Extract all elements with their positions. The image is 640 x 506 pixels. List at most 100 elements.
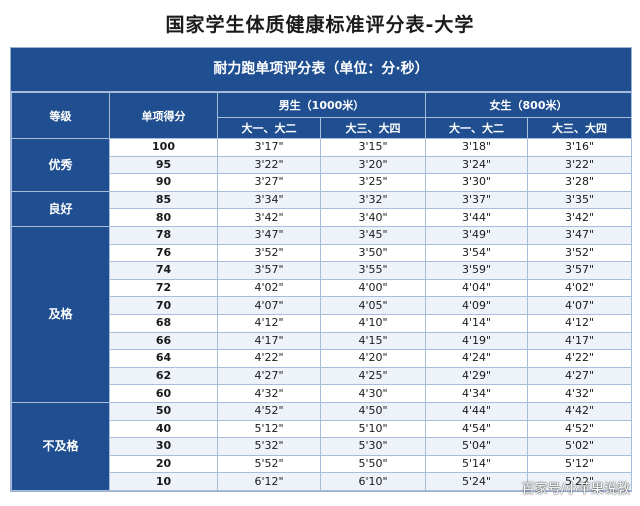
header-row-2: 大一、大二 大三、大四 大一、大二 大三、大四 <box>12 117 632 139</box>
table-row: 30 5'32" 5'30" 5'04" 5'02" <box>12 437 632 456</box>
table-row: 70 4'07" 4'05" 4'09" 4'07" <box>12 296 632 315</box>
male-year12-cell: 4'32" <box>217 384 321 403</box>
male-year12-cell: 4'02" <box>217 278 321 298</box>
female-year12-cell: 3'37" <box>425 190 528 210</box>
female-year12-cell: 3'18" <box>425 138 528 157</box>
male-year12-cell: 4'17" <box>217 331 321 351</box>
male-year34-cell: 5'50" <box>320 454 426 474</box>
score-cell: 40 <box>109 419 218 439</box>
female-year34-cell: 4'07" <box>527 296 632 315</box>
score-cell: 68 <box>109 313 218 333</box>
table-row: 40 5'12" 5'10" 4'54" 4'52" <box>12 419 632 439</box>
female-year34-cell: 3'47" <box>527 225 632 245</box>
female-year34-cell: 3'22" <box>527 155 632 175</box>
header-male: 男生（1000米） <box>217 92 426 118</box>
male-year12-cell: 5'32" <box>217 437 321 456</box>
table-row: 74 3'57" 3'55" 3'59" 3'57" <box>12 261 632 280</box>
male-year12-cell: 4'12" <box>217 313 321 333</box>
male-year12-cell: 5'52" <box>217 454 321 474</box>
male-year34-cell: 5'10" <box>320 419 426 439</box>
page-title: 国家学生体质健康标准评分表-大学 <box>165 14 475 36</box>
female-year12-cell: 3'44" <box>425 208 528 227</box>
male-year12-cell: 6'12" <box>217 472 321 491</box>
male-year34-cell: 5'30" <box>320 437 426 456</box>
female-year12-cell: 4'04" <box>425 278 528 298</box>
male-year34-cell: 3'50" <box>320 243 426 263</box>
score-cell: 64 <box>109 349 218 368</box>
female-year34-cell: 5'22" <box>527 472 632 491</box>
female-year12-cell: 4'29" <box>425 366 528 386</box>
female-year34-cell: 4'02" <box>527 278 632 298</box>
female-year34-cell: 4'17" <box>527 331 632 351</box>
female-year34-cell: 3'28" <box>527 173 632 192</box>
male-year12-cell: 3'17" <box>217 138 321 157</box>
header-score: 单项得分 <box>109 92 218 139</box>
score-table-body: 优秀 100 3'17" 3'15" 3'18" 3'16" 95 3'22" 3'20" 3'2… <box>11 138 632 491</box>
male-year34-cell: 3'25" <box>320 173 426 192</box>
female-year12-cell: 4'54" <box>425 419 528 439</box>
table-row: 62 4'27" 4'25" 4'29" 4'27" <box>12 366 632 386</box>
female-year34-cell: 3'16" <box>527 138 632 157</box>
score-cell: 76 <box>109 243 218 263</box>
male-year34-cell: 4'05" <box>320 296 426 315</box>
male-year34-cell: 3'55" <box>320 261 426 280</box>
male-year34-cell: 4'15" <box>320 331 426 351</box>
grade-label: 优秀 <box>11 138 110 192</box>
female-year12-cell: 4'44" <box>425 401 528 421</box>
female-year12-cell: 3'24" <box>425 155 528 175</box>
male-year12-cell: 3'42" <box>217 208 321 227</box>
grade-label: 良好 <box>11 190 110 227</box>
table-row: 10 6'12" 6'10" 5'24" 5'22" <box>12 472 632 491</box>
male-year12-cell: 4'22" <box>217 349 321 368</box>
female-year34-cell: 4'12" <box>527 313 632 333</box>
female-year12-cell: 4'24" <box>425 349 528 368</box>
score-cell: 90 <box>109 173 218 192</box>
male-year12-cell: 4'52" <box>217 401 321 421</box>
score-cell: 60 <box>109 384 218 403</box>
score-cell: 85 <box>109 190 218 210</box>
grade-label: 不及格 <box>11 401 110 491</box>
score-table: 等级 单项得分 男生（1000米） 女生（800米） 大一、大二 大三、大四 大… <box>11 92 632 491</box>
female-year34-cell: 3'52" <box>527 243 632 263</box>
table-row: 68 4'12" 4'10" 4'14" 4'12" <box>12 313 632 333</box>
score-table-container: 耐力跑单项评分表（单位：分·秒） 等级 单项得分 男生（1000米） 女生（80… <box>10 47 632 492</box>
table-row: 80 3'42" 3'40" 3'44" 3'42" <box>12 208 632 227</box>
table-row: 72 4'02" 4'00" 4'04" 4'02" <box>12 278 632 298</box>
female-year34-cell: 4'22" <box>527 349 632 368</box>
male-year34-cell: 4'10" <box>320 313 426 333</box>
table-row: 良好 85 3'34" 3'32" 3'37" 3'35" <box>11 190 632 227</box>
male-year12-cell: 3'57" <box>217 261 321 280</box>
header-female-year12: 大一、大二 <box>425 117 528 139</box>
male-year12-cell: 3'47" <box>217 225 321 245</box>
female-year34-cell: 5'12" <box>527 454 632 474</box>
male-year34-cell: 4'20" <box>320 349 426 368</box>
header-female: 女生（800米） <box>425 92 632 118</box>
male-year12-cell: 4'27" <box>217 366 321 386</box>
male-year34-cell: 3'40" <box>320 208 426 227</box>
table-row: 不及格 50 4'52" 4'50" 4'44" 4'42" <box>11 401 632 491</box>
female-year12-cell: 5'04" <box>425 437 528 456</box>
score-cell: 70 <box>109 296 218 315</box>
female-year12-cell: 4'14" <box>425 313 528 333</box>
table-row: 64 4'22" 4'20" 4'24" 4'22" <box>12 349 632 368</box>
header-grade: 等级 <box>11 92 110 139</box>
female-year12-cell: 5'14" <box>425 454 528 474</box>
female-year12-cell: 4'19" <box>425 331 528 351</box>
watermark: 百家号/小苹果说教 <box>521 482 630 497</box>
female-year34-cell: 4'32" <box>527 384 632 403</box>
score-cell: 62 <box>109 366 218 386</box>
male-year34-cell: 4'50" <box>320 401 426 421</box>
male-year34-cell: 4'30" <box>320 384 426 403</box>
score-cell: 50 <box>109 401 218 421</box>
male-year34-cell: 3'20" <box>320 155 426 175</box>
male-year12-cell: 3'22" <box>217 155 321 175</box>
male-year12-cell: 3'52" <box>217 243 321 263</box>
table-row: 及格 78 3'47" 3'45" 3'49" 3'47" <box>11 225 632 403</box>
score-cell: 95 <box>109 155 218 175</box>
female-year34-cell: 4'52" <box>527 419 632 439</box>
header-female-year34: 大三、大四 <box>527 117 632 139</box>
female-year12-cell: 5'24" <box>425 472 528 491</box>
male-year34-cell: 3'45" <box>320 225 426 245</box>
female-year12-cell: 3'59" <box>425 261 528 280</box>
header-male-year12: 大一、大二 <box>217 117 321 139</box>
